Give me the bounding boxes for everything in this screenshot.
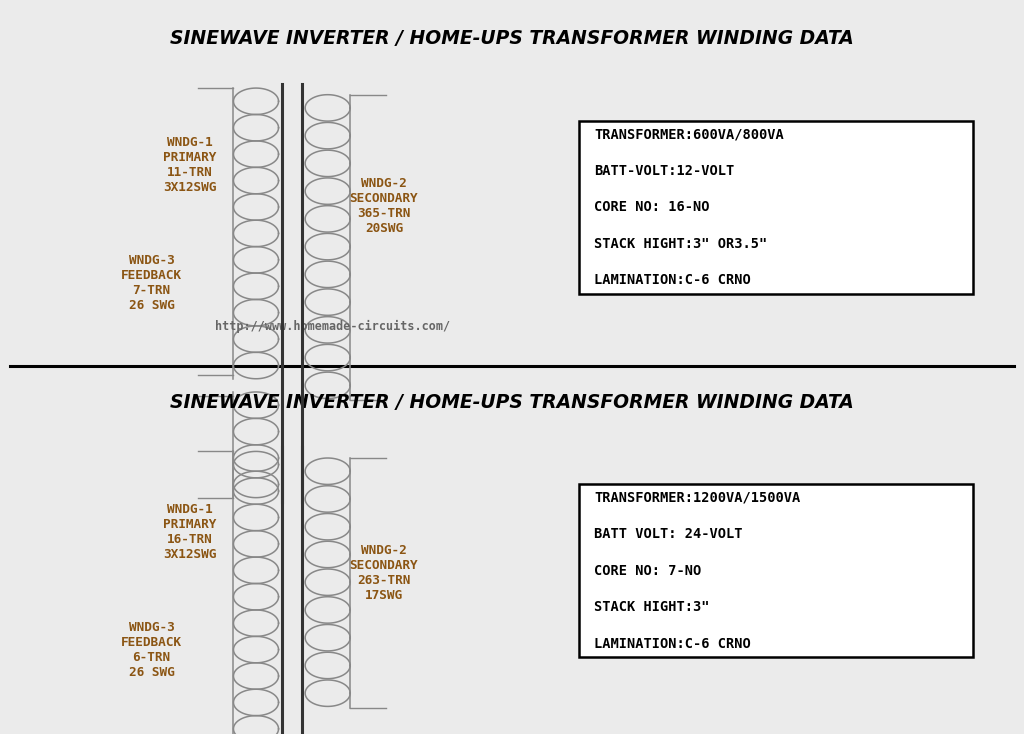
- Text: WNDG-1
PRIMARY
16-TRN
3X12SWG: WNDG-1 PRIMARY 16-TRN 3X12SWG: [163, 503, 216, 562]
- Text: BATT-VOLT:12-VOLT: BATT-VOLT:12-VOLT: [594, 164, 734, 178]
- Text: WNDG-3
FEEDBACK
6-TRN
26 SWG: WNDG-3 FEEDBACK 6-TRN 26 SWG: [121, 620, 182, 679]
- Text: WNDG-1
PRIMARY
11-TRN
3X12SWG: WNDG-1 PRIMARY 11-TRN 3X12SWG: [163, 136, 216, 195]
- Text: CORE NO: 7-NO: CORE NO: 7-NO: [594, 564, 701, 578]
- Text: WNDG-3
FEEDBACK
7-TRN
26 SWG: WNDG-3 FEEDBACK 7-TRN 26 SWG: [121, 253, 182, 312]
- Text: WNDG-2
SECONDARY
263-TRN
17SWG: WNDG-2 SECONDARY 263-TRN 17SWG: [349, 543, 419, 602]
- Text: BATT VOLT: 24-VOLT: BATT VOLT: 24-VOLT: [594, 527, 742, 541]
- Text: SINEWAVE INVERTER / HOME-UPS TRANSFORMER WINDING DATA: SINEWAVE INVERTER / HOME-UPS TRANSFORMER…: [170, 29, 854, 48]
- Text: SINEWAVE INVERTER / HOME-UPS TRANSFORMER WINDING DATA: SINEWAVE INVERTER / HOME-UPS TRANSFORMER…: [170, 393, 854, 412]
- FancyBboxPatch shape: [579, 484, 973, 657]
- Text: TRANSFORMER:600VA/800VA: TRANSFORMER:600VA/800VA: [594, 127, 783, 142]
- Text: LAMINATION:C-6 CRNO: LAMINATION:C-6 CRNO: [594, 273, 751, 288]
- Text: TRANSFORMER:1200VA/1500VA: TRANSFORMER:1200VA/1500VA: [594, 490, 800, 505]
- Text: STACK HIGHT:3" OR3.5": STACK HIGHT:3" OR3.5": [594, 237, 767, 251]
- Text: CORE NO: 16-NO: CORE NO: 16-NO: [594, 200, 710, 214]
- Text: http://www.homemade-circuits.com/: http://www.homemade-circuits.com/: [215, 320, 451, 333]
- Text: WNDG-2
SECONDARY
365-TRN
20SWG: WNDG-2 SECONDARY 365-TRN 20SWG: [349, 176, 419, 235]
- Text: LAMINATION:C-6 CRNO: LAMINATION:C-6 CRNO: [594, 636, 751, 651]
- FancyBboxPatch shape: [579, 121, 973, 294]
- Text: STACK HIGHT:3": STACK HIGHT:3": [594, 600, 710, 614]
